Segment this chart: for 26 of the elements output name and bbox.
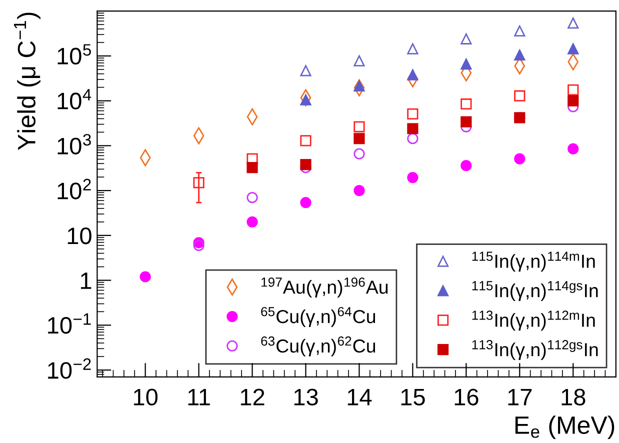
legend-label: $^{115}$In(γ,n)$^{114m}$In [472, 252, 595, 272]
x-tick-label: 14 [348, 388, 372, 406]
x-tick-label: 11 [188, 388, 210, 406]
y-tick-label: 10$^{5}$ [58, 44, 91, 65]
legend-label: $^{65}$Cu(γ,n)$^{64}$Cu [261, 306, 376, 327]
y-tick-label: 10$^{−1}$ [48, 313, 91, 334]
x-tick-label: 18 [562, 388, 586, 406]
legend-label: $^{197}$Au(γ,n)$^{196}$Au [261, 278, 388, 298]
y-tick-label: 10$^{3}$ [58, 134, 91, 154]
legend-label: $^{113}$In(γ,n)$^{112m}$In [472, 310, 595, 331]
x-tick-label: 13 [294, 388, 318, 406]
x-axis-title: E$_{e}$ (MeV) [515, 416, 614, 439]
legend-label: $^{113}$In(γ,n)$^{112gs}$In [472, 340, 598, 360]
x-tick-label: 10 [134, 388, 158, 406]
x-tick-label: 16 [454, 388, 478, 406]
x-tick-label: 15 [401, 388, 425, 406]
y-axis-title: Yield (μ C$^{−1}$) [14, 12, 40, 150]
legend-label: $^{63}$Cu(γ,n)$^{62}$Cu [261, 336, 376, 356]
x-tick-label: 17 [508, 388, 532, 406]
legend-label: $^{115}$In(γ,n)$^{114gs}$In [472, 281, 598, 302]
x-tick-label: 12 [240, 388, 264, 406]
y-tick-label: 10$^{−2}$ [48, 358, 91, 379]
y-tick-label: 10$^{2}$ [58, 178, 91, 200]
y-tick-label: 10$^{4}$ [58, 89, 92, 110]
y-tick-label: 1 [80, 272, 92, 289]
y-tick-label: 10 [68, 228, 92, 244]
